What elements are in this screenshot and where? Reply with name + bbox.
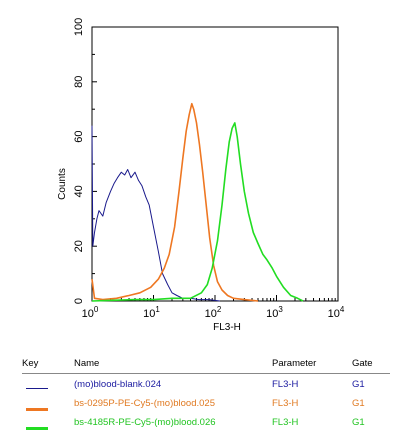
key-header-parameter: Parameter (272, 358, 317, 369)
x-tick-label: 102 (205, 305, 222, 320)
key-row-name: bs-0295P-PE-Cy5-(mo)blood.025 (74, 398, 215, 409)
plot-frame (91, 26, 339, 302)
key-row-parameter: FL3-H (272, 398, 299, 409)
y-axis-title: Counts (57, 168, 68, 200)
series-line-3 (91, 122, 304, 302)
key-header-key: Key (22, 358, 39, 369)
key-row: bs-4185R-PE-Cy5-(mo)blood.026 FL3-H G1 (22, 415, 392, 435)
series-line-1 (91, 125, 220, 302)
series-line-2 (91, 102, 259, 302)
x-tick-label: 103 (266, 305, 283, 320)
key-row-gate: G1 (352, 417, 365, 428)
key-row-name: (mo)blood-blank.024 (74, 379, 162, 390)
x-tick-label: 101 (143, 305, 160, 320)
key-header-name: Name (74, 358, 100, 369)
y-tick-label: 40 (73, 185, 85, 197)
x-tick-label: 104 (328, 305, 345, 320)
y-tick-label: 0 (73, 298, 85, 304)
legend-swatch (26, 408, 48, 411)
key-row-gate: G1 (352, 398, 365, 409)
key-header-rule (22, 373, 390, 374)
key-row-parameter: FL3-H (272, 379, 299, 390)
key-row: (mo)blood-blank.024 FL3-H G1 (22, 377, 392, 397)
y-tick-label: 20 (73, 240, 85, 252)
key-row: bs-0295P-PE-Cy5-(mo)blood.025 FL3-H G1 (22, 396, 392, 416)
key-row-name: bs-4185R-PE-Cy5-(mo)blood.026 (74, 417, 216, 428)
legend-swatch (26, 388, 48, 389)
series-layer (91, 102, 304, 302)
tick-labels: 100 101 102 103 104 0 20 40 60 80 100 (73, 18, 345, 320)
histogram-chart: 100 101 102 103 104 0 20 40 60 80 100 FL3-H Counts (57, 18, 345, 333)
x-tick-label: 100 (82, 305, 99, 320)
y-tick-label: 80 (73, 76, 85, 88)
key-row-parameter: FL3-H (272, 417, 299, 428)
y-tick-label: 60 (73, 130, 85, 142)
x-axis-title: FL3-H (213, 322, 241, 333)
legend-swatch (26, 427, 48, 430)
key-row-gate: G1 (352, 379, 365, 390)
plot-border (91, 26, 339, 302)
axis-ticks (91, 26, 339, 302)
y-tick-label: 100 (73, 18, 85, 36)
key-header-gate: Gate (352, 358, 373, 369)
